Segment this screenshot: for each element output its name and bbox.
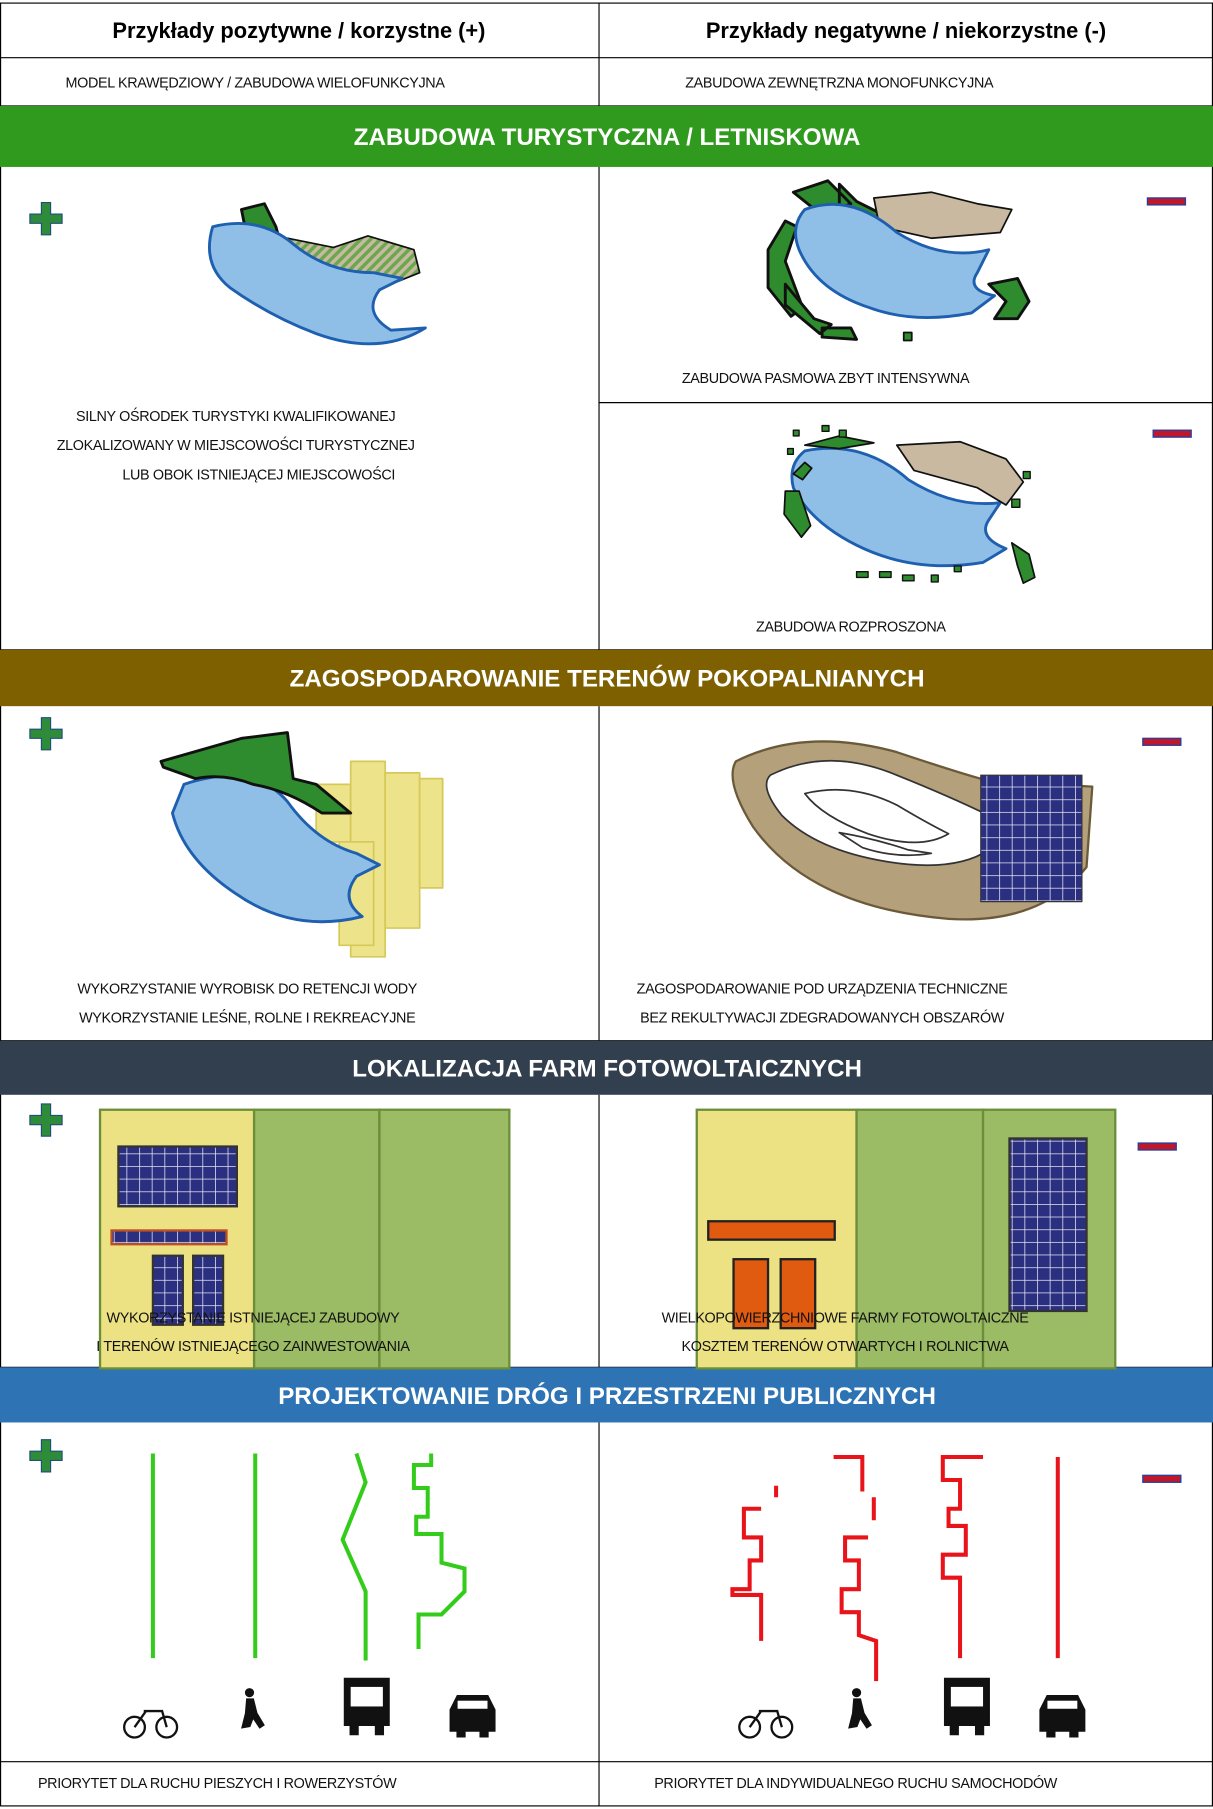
section-title: ZAGOSPODAROWANIE TERENÓW POKOPALNIANYCH <box>290 665 925 693</box>
section-band <box>0 105 1213 167</box>
caption: ZLOKALIZOWANY W MIEJSCOWOŚCI TURYSTYCZNE… <box>57 436 415 454</box>
section-title: LOKALIZACJA FARM FOTOWOLTAICZNYCH <box>352 1055 862 1082</box>
caption: PRIORYTET DLA RUCHU PIESZYCH I ROWERZYST… <box>38 1775 397 1792</box>
section-title: PROJEKTOWANIE DRÓG I PRZESTRZENI PUBLICZ… <box>278 1382 936 1410</box>
column-header: Przykłady negatywne / niekorzystne (-) <box>706 18 1106 43</box>
section-band <box>0 1367 1213 1423</box>
illustration <box>150 1452 1060 1682</box>
section-title: ZABUDOWA TURYSTYCZNA / LETNISKOWA <box>354 124 861 151</box>
caption: BEZ REKULTYWACJI ZDEGRADOWANYCH OBSZARÓW <box>640 1009 1005 1026</box>
caption: WYKORZYSTANIE ISTNIEJĄCEJ ZABUDOWY <box>107 1310 401 1326</box>
caption: ZABUDOWA PASMOWA ZBYT INTENSYWNA <box>682 371 970 387</box>
intro-text: MODEL KRAWĘDZIOWY / ZABUDOWA WIELOFUNKCY… <box>66 76 446 92</box>
caption: I TERENÓW ISTNIEJĄCEGO ZAINWESTOWANIA <box>96 1338 410 1355</box>
illustration <box>159 731 1094 958</box>
caption: ZAGOSPODAROWANIE POD URZĄDZENIA TECHNICZ… <box>637 982 1008 998</box>
minus-icons <box>1137 197 1192 1483</box>
intro-text: ZABUDOWA ZEWNĘTRZNA MONOFUNKCYJNA <box>685 76 994 92</box>
section-band <box>0 649 1213 707</box>
illustration <box>208 179 1036 585</box>
caption: PRIORYTET DLA INDYWIDUALNEGO RUCHU SAMOC… <box>654 1775 1058 1792</box>
caption: KOSZTEM TERENÓW OTWARTYCH I ROLNICTWA <box>682 1338 1010 1355</box>
caption: WIELKOPOWIERZCHNIOWE FARMY FOTOWOLTAICZN… <box>662 1310 1029 1326</box>
caption: WYKORZYSTANIE LEŚNE, ROLNE I REKREACYJNE <box>79 1008 415 1026</box>
section-band <box>0 1040 1213 1095</box>
caption: SILNY OŚRODEK TURYSTYKI KWALIFIKOWANEJ <box>76 407 396 425</box>
column-header: Przykłady pozytywne / korzystne (+) <box>112 18 485 43</box>
caption: WYKORZYSTANIE WYROBISK DO RETENCJI WODY <box>77 982 417 998</box>
plus-icons <box>29 201 63 1473</box>
illustration <box>98 1108 1117 1370</box>
caption: ZABUDOWA ROZPROSZONA <box>756 619 946 635</box>
caption: LUB OBOK ISTNIEJĄCEJ MIEJSCOWOŚCI <box>122 466 395 484</box>
transport-icons <box>123 1677 1086 1739</box>
